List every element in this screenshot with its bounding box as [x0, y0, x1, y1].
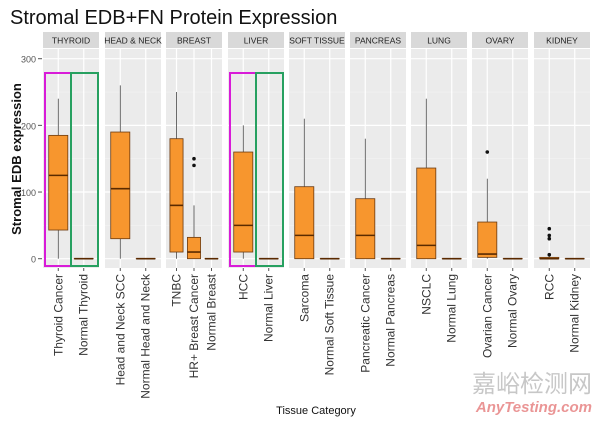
panel-soft-tissue: SOFT TISSUE Sarcoma Normal Soft Tissue: [289, 32, 345, 375]
box-ovarian-cancer: [477, 150, 498, 259]
box-body: [233, 151, 254, 253]
panel-thyroid: THYROID Thyroid Cancer Normal Thyroid: [43, 32, 99, 356]
strip-background: [228, 32, 284, 48]
y-tick-label: 100: [21, 188, 36, 198]
strip-background: [350, 32, 406, 48]
x-tick-label: Normal Thyroid: [77, 274, 91, 356]
strip-label: HEAD & NECK: [104, 36, 162, 46]
x-tick-label: Normal Lung: [445, 274, 459, 343]
panel-breast: BREAST TNBC HR+ Breast Cancer Normal Breast: [166, 32, 222, 378]
strip-label: LUNG: [427, 36, 451, 46]
box-sarcoma: [294, 118, 315, 260]
panel-ovary: OVARY Ovarian Cancer Normal Ovary: [472, 32, 528, 358]
strip-background: [411, 32, 467, 48]
outlier-point: [192, 156, 196, 161]
x-tick-label: TNBC: [170, 274, 184, 307]
strip-background: [105, 32, 161, 48]
box-hr-breast-cancer: [187, 156, 201, 260]
x-tick-label: Normal Head and Neck: [139, 273, 153, 399]
x-tick-label: HCC: [236, 274, 250, 300]
panel-kidney: KIDNEY RCC Normal Kidney: [534, 32, 590, 353]
box-nsclc: [416, 98, 437, 260]
box-body: [48, 134, 69, 231]
panel-lung: LUNG NSCLC Normal Lung: [411, 32, 467, 343]
panels: THYROID Thyroid Cancer Normal Thyroid HEAD …: [43, 32, 590, 399]
strip-label: BREAST: [177, 36, 211, 46]
strip-background: [166, 32, 222, 48]
x-tick-label: Sarcoma: [297, 274, 311, 322]
x-axis-label: Tissue Category: [276, 405, 356, 417]
strip-background: [289, 32, 345, 48]
outlier-point: [192, 163, 196, 168]
box-hcc: [233, 125, 254, 259]
watermark-cn: 嘉峪检测网: [472, 371, 592, 398]
strip-background: [472, 32, 528, 48]
box-body: [110, 131, 131, 240]
outlier-point: [485, 150, 490, 154]
strip-label: OVARY: [486, 36, 515, 46]
y-tick-label: 200: [21, 121, 36, 131]
box-rcc: [539, 226, 560, 260]
outlier-point: [547, 252, 552, 257]
box-tnbc: [169, 92, 184, 259]
strip-label: THYROID: [52, 36, 90, 46]
normal-highlight-box: [255, 72, 284, 267]
normal-highlight-box: [70, 72, 99, 267]
x-tick-label: Head and Neck SCC: [113, 274, 127, 386]
strip-label: LIVER: [244, 36, 269, 46]
box-thyroid-cancer: [48, 98, 69, 259]
x-tick-label: HR+ Breast Cancer: [187, 274, 201, 378]
box-body: [169, 138, 184, 253]
y-tick-label: 300: [21, 55, 36, 65]
panel-liver: LIVER HCC Normal Liver: [228, 32, 284, 342]
x-tick-label: Pancreatic Cancer: [358, 274, 372, 373]
x-tick-label: RCC: [542, 274, 556, 300]
strip-label: SOFT TISSUE: [289, 36, 345, 46]
x-tick-label: Normal Kidney: [568, 274, 582, 353]
x-tick-label: Thyroid Cancer: [51, 274, 65, 356]
outlier-point: [547, 236, 552, 241]
y-tick-label: 0: [31, 255, 36, 265]
box-head-and-neck-scc: [110, 85, 131, 259]
box-body: [187, 236, 201, 260]
panel-pancreas: PANCREAS Pancreatic Cancer Normal Pancreas: [350, 32, 406, 373]
x-tick-label: Normal Ovary: [506, 274, 520, 348]
x-tick-label: Normal Breast: [205, 273, 219, 350]
panel-head-neck: HEAD & NECK Head and Neck SCC Normal Head …: [104, 32, 162, 399]
x-tick-label: NSCLC: [419, 274, 433, 315]
strip-label: KIDNEY: [546, 36, 578, 46]
strip-background: [43, 32, 99, 48]
chart-title: Stromal EDB+FN Protein Expression: [10, 7, 337, 29]
x-tick-label: Normal Pancreas: [384, 274, 398, 367]
watermark: 嘉峪检测网 AnyTesting.com: [472, 371, 592, 416]
y-axis-label: Stromal EDB expression: [9, 83, 24, 235]
box-body: [294, 186, 315, 260]
outlier-point: [547, 226, 552, 231]
box-body: [416, 167, 437, 260]
watermark-en: AnyTesting.com: [475, 399, 592, 416]
box-pancreatic-cancer: [355, 138, 376, 260]
strip-background: [534, 32, 590, 48]
x-tick-label: Ovarian Cancer: [480, 274, 494, 358]
x-tick-label: Normal Liver: [262, 274, 276, 342]
strip-label: PANCREAS: [355, 36, 401, 46]
box-body: [477, 221, 498, 258]
x-tick-label: Normal Soft Tissue: [323, 274, 337, 376]
outlier-point: [547, 233, 552, 238]
y-axis: 0 100 200 300: [21, 55, 42, 265]
box-body: [355, 198, 376, 260]
